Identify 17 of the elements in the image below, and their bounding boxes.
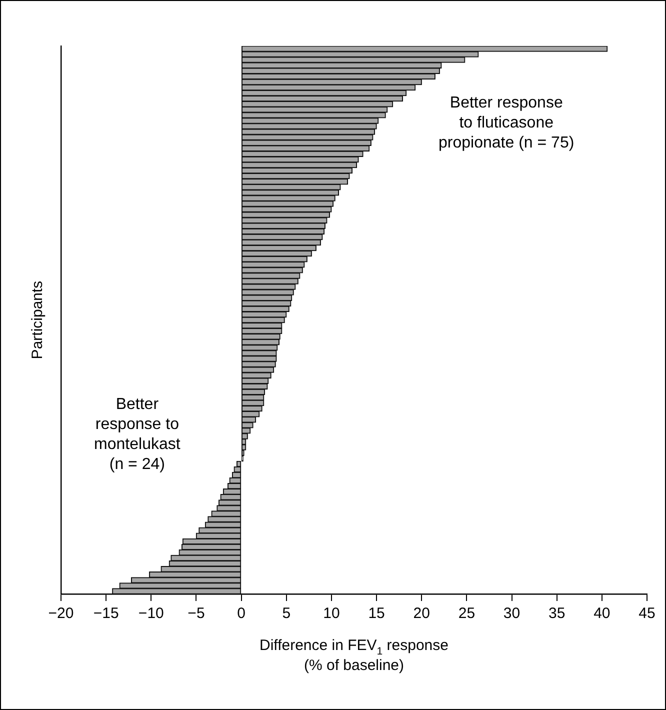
x-tick-label: −10 (138, 605, 164, 622)
x-tick-label: 15 (368, 605, 385, 622)
x-tick-label: −15 (93, 605, 119, 622)
x-tick-label: 45 (638, 605, 656, 622)
x-tick-label: 35 (548, 605, 566, 622)
x-tick-label: 10 (323, 605, 340, 622)
x-tick-label: −20 (48, 605, 74, 622)
x-tick-label: 20 (413, 605, 430, 622)
x-tick-label: 0 (237, 605, 246, 622)
x-tick-label: 25 (458, 605, 476, 622)
x-tick-label: −5 (188, 605, 205, 622)
x-tick-label: 5 (282, 605, 291, 622)
x-tick-label: 40 (594, 605, 610, 622)
annotation: Better response to montelukast (n = 24) (94, 396, 181, 474)
annotation: Better response to fluticasone propionate (n = 75) (438, 94, 574, 152)
x-tick-label: 30 (503, 605, 520, 622)
y-axis-title: Participants (29, 280, 46, 360)
